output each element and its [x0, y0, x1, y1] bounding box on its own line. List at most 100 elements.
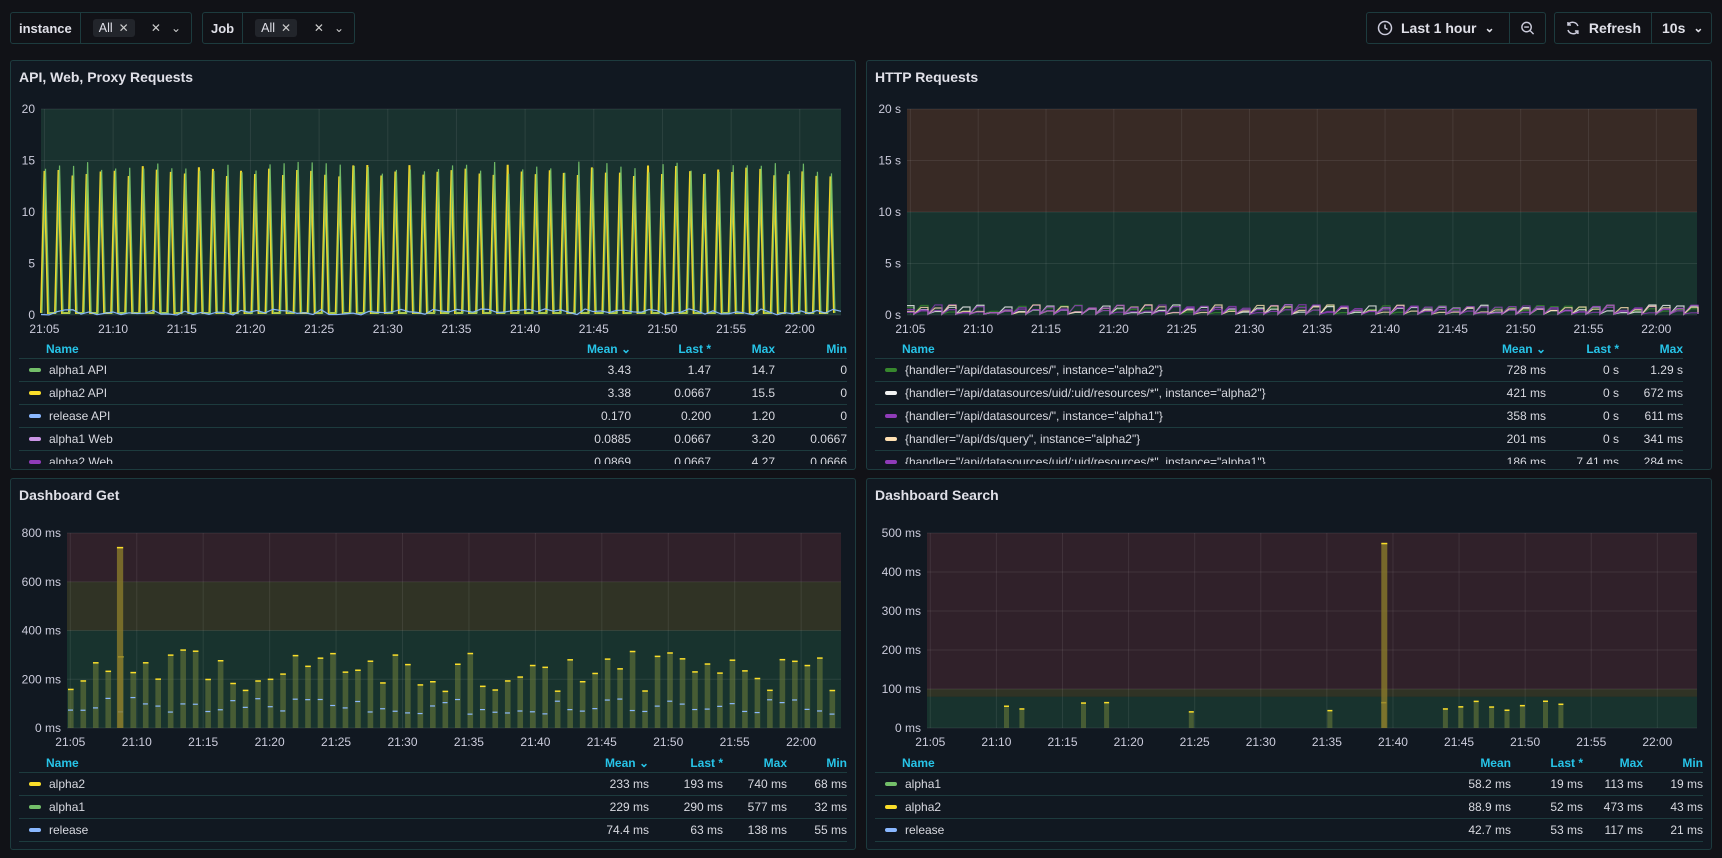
- legend-col-max[interactable]: Max: [751, 341, 775, 356]
- legend-series[interactable]: {handler="/api/datasources/", instance="…: [875, 409, 1476, 423]
- legend-value-mean: 201 ms: [1506, 432, 1546, 446]
- close-icon[interactable]: ✕: [281, 21, 292, 35]
- legend-table: Name Mean ⌄ Last * Max Min alpha2 233 ms 1…: [19, 753, 847, 845]
- legend-series[interactable]: alpha2 Web: [19, 455, 561, 464]
- legend-series[interactable]: alpha1 API: [19, 363, 561, 377]
- bar: [717, 673, 723, 728]
- legend-row[interactable]: {handler="/api/datasources/", instance="…: [875, 405, 1683, 428]
- job-variable[interactable]: Job All ✕ ✕ ⌄: [202, 12, 355, 44]
- legend-col-mean[interactable]: Mean ⌄: [604, 755, 649, 770]
- series-color-swatch: [29, 437, 41, 441]
- legend-series[interactable]: alpha2 API: [19, 386, 561, 400]
- legend-col-name[interactable]: Name: [46, 755, 79, 770]
- variable-chip[interactable]: All ✕: [255, 19, 298, 37]
- series-color-swatch: [885, 414, 897, 418]
- legend-row[interactable]: alpha1 58.2 ms 19 ms 113 ms 19 ms: [875, 773, 1703, 796]
- refresh-button[interactable]: Refresh: [1555, 13, 1651, 43]
- legend-row[interactable]: release API 0.170 0.200 1.20 0: [19, 405, 847, 428]
- legend-series[interactable]: {handler="/api/ds/query", instance="alph…: [875, 432, 1476, 446]
- legend-row[interactable]: alpha1 API 3.43 1.47 14.7 0: [19, 359, 847, 382]
- legend-value-last: 53 ms: [1550, 823, 1583, 837]
- refresh-interval-button[interactable]: 10s ⌄: [1651, 13, 1713, 43]
- legend-series[interactable]: alpha1: [19, 800, 579, 814]
- series-name: alpha1 Web: [49, 432, 113, 446]
- legend-col-min[interactable]: Min: [826, 341, 847, 356]
- close-icon[interactable]: ✕: [118, 21, 129, 35]
- legend-row[interactable]: {handler="/api/datasources/uid/:uid/reso…: [875, 382, 1683, 405]
- legend-series[interactable]: alpha1: [875, 777, 1441, 791]
- bar: [642, 691, 648, 728]
- series-name: {handler="/api/datasources/uid/:uid/reso…: [905, 455, 1266, 464]
- legend-value-mean: 186 ms: [1506, 455, 1546, 464]
- dashboard-get-chart: 0 ms 200 ms 400 ms 600 ms 800 ms 21:05 21:10 21…: [22, 526, 841, 749]
- dashboard-toolbar: instance All ✕ ✕ ⌄ Job All ✕ ✕ ⌄ Last 1 …: [0, 0, 1722, 56]
- x-tick-label: 21:35: [441, 322, 471, 336]
- legend-series[interactable]: release: [875, 823, 1441, 837]
- legend-row[interactable]: alpha2 88.9 ms 52 ms 473 ms 43 ms: [875, 796, 1703, 819]
- instance-variable[interactable]: instance All ✕ ✕ ⌄: [10, 12, 192, 44]
- legend-col-max[interactable]: Max: [763, 755, 787, 770]
- close-icon[interactable]: ✕: [313, 21, 324, 35]
- legend-series[interactable]: alpha1 Web: [19, 432, 561, 446]
- legend-series[interactable]: alpha2: [875, 800, 1441, 814]
- legend-col-name[interactable]: Name: [46, 341, 79, 356]
- bar: [1558, 704, 1564, 728]
- legend-row[interactable]: {handler="/api/datasources/", instance="…: [875, 359, 1683, 382]
- legend-row[interactable]: alpha2 Web 0.0869 0.0667 4.27 0.0666: [19, 451, 847, 464]
- close-icon[interactable]: ✕: [150, 21, 161, 35]
- legend-value-last: 7.41 ms: [1576, 455, 1619, 464]
- variable-chip[interactable]: All ✕: [92, 19, 135, 37]
- zoom-out-button[interactable]: [1509, 13, 1545, 43]
- legend-value-mean: 229 ms: [609, 800, 649, 814]
- legend-col-mean[interactable]: Mean ⌄: [586, 341, 631, 356]
- x-tick-label: 21:45: [587, 735, 617, 749]
- x-tick-label: 21:20: [235, 322, 265, 336]
- bar: [542, 667, 549, 728]
- legend-row[interactable]: release 74.4 ms 63 ms 138 ms 55 ms: [19, 819, 847, 842]
- refresh-icon: [1567, 21, 1579, 35]
- legend-row[interactable]: release 42.7 ms 53 ms 117 ms 21 ms: [875, 819, 1703, 842]
- legend-col-max[interactable]: Max: [1659, 341, 1683, 356]
- legend-header: Name Mean ⌄ Last * Max Min: [19, 753, 847, 773]
- legend-series[interactable]: release: [19, 823, 579, 837]
- legend-col-mean[interactable]: Mean ⌄: [1501, 341, 1546, 356]
- legend-col-name[interactable]: Name: [902, 341, 935, 356]
- legend-col-name[interactable]: Name: [902, 755, 935, 770]
- legend-series[interactable]: {handler="/api/datasources/", instance="…: [875, 363, 1476, 377]
- legend-col-last[interactable]: Last *: [1586, 341, 1619, 356]
- legend-row[interactable]: alpha2 233 ms 193 ms 740 ms 68 ms: [19, 773, 847, 796]
- chevron-down-icon[interactable]: ⌄: [170, 21, 181, 35]
- legend-series[interactable]: alpha2: [19, 777, 579, 791]
- x-tick-label: 22:00: [1642, 735, 1672, 749]
- legend-col-max[interactable]: Max: [1619, 755, 1643, 770]
- series-color-swatch: [885, 368, 897, 372]
- legend-series[interactable]: {handler="/api/datasources/uid/:uid/reso…: [875, 386, 1476, 400]
- legend-row[interactable]: {handler="/api/datasources/uid/:uid/reso…: [875, 451, 1683, 464]
- legend-series[interactable]: release API: [19, 409, 561, 423]
- x-tick-label: 21:15: [1031, 322, 1061, 336]
- legend-col-last[interactable]: Last *: [690, 755, 723, 770]
- legend-col-min[interactable]: Min: [826, 755, 847, 770]
- refresh-picker[interactable]: Refresh 10s ⌄: [1554, 12, 1712, 44]
- legend-col-last[interactable]: Last *: [1550, 755, 1583, 770]
- legend-row[interactable]: alpha1 Web 0.0885 0.0667 3.20 0.0667: [19, 428, 847, 451]
- legend-col-min[interactable]: Min: [1682, 755, 1703, 770]
- legend-row[interactable]: {handler="/api/ds/query", instance="alph…: [875, 428, 1683, 451]
- x-tick-label: 21:40: [520, 735, 550, 749]
- y-tick-label: 20: [22, 102, 36, 116]
- chevron-down-icon[interactable]: ⌄: [333, 21, 344, 35]
- legend-value-max: 14.7: [751, 363, 775, 377]
- bar: [1458, 706, 1464, 728]
- variable-label: Job: [203, 13, 244, 43]
- legend-row[interactable]: alpha2 API 3.38 0.0667 15.5 0: [19, 382, 847, 405]
- time-range-button[interactable]: Last 1 hour ⌄: [1367, 13, 1509, 43]
- legend-col-mean[interactable]: Mean: [1480, 755, 1511, 770]
- threshold-band: [927, 533, 1697, 689]
- legend-series[interactable]: {handler="/api/datasources/uid/:uid/reso…: [875, 455, 1476, 464]
- bar: [1489, 707, 1495, 728]
- legend-col-last[interactable]: Last *: [678, 341, 711, 356]
- legend-row[interactable]: alpha1 229 ms 290 ms 577 ms 32 ms: [19, 796, 847, 819]
- time-picker[interactable]: Last 1 hour ⌄: [1366, 12, 1546, 44]
- legend-value-last: 0 s: [1602, 432, 1619, 446]
- legend-header: Name Mean Last * Max Min: [875, 753, 1703, 773]
